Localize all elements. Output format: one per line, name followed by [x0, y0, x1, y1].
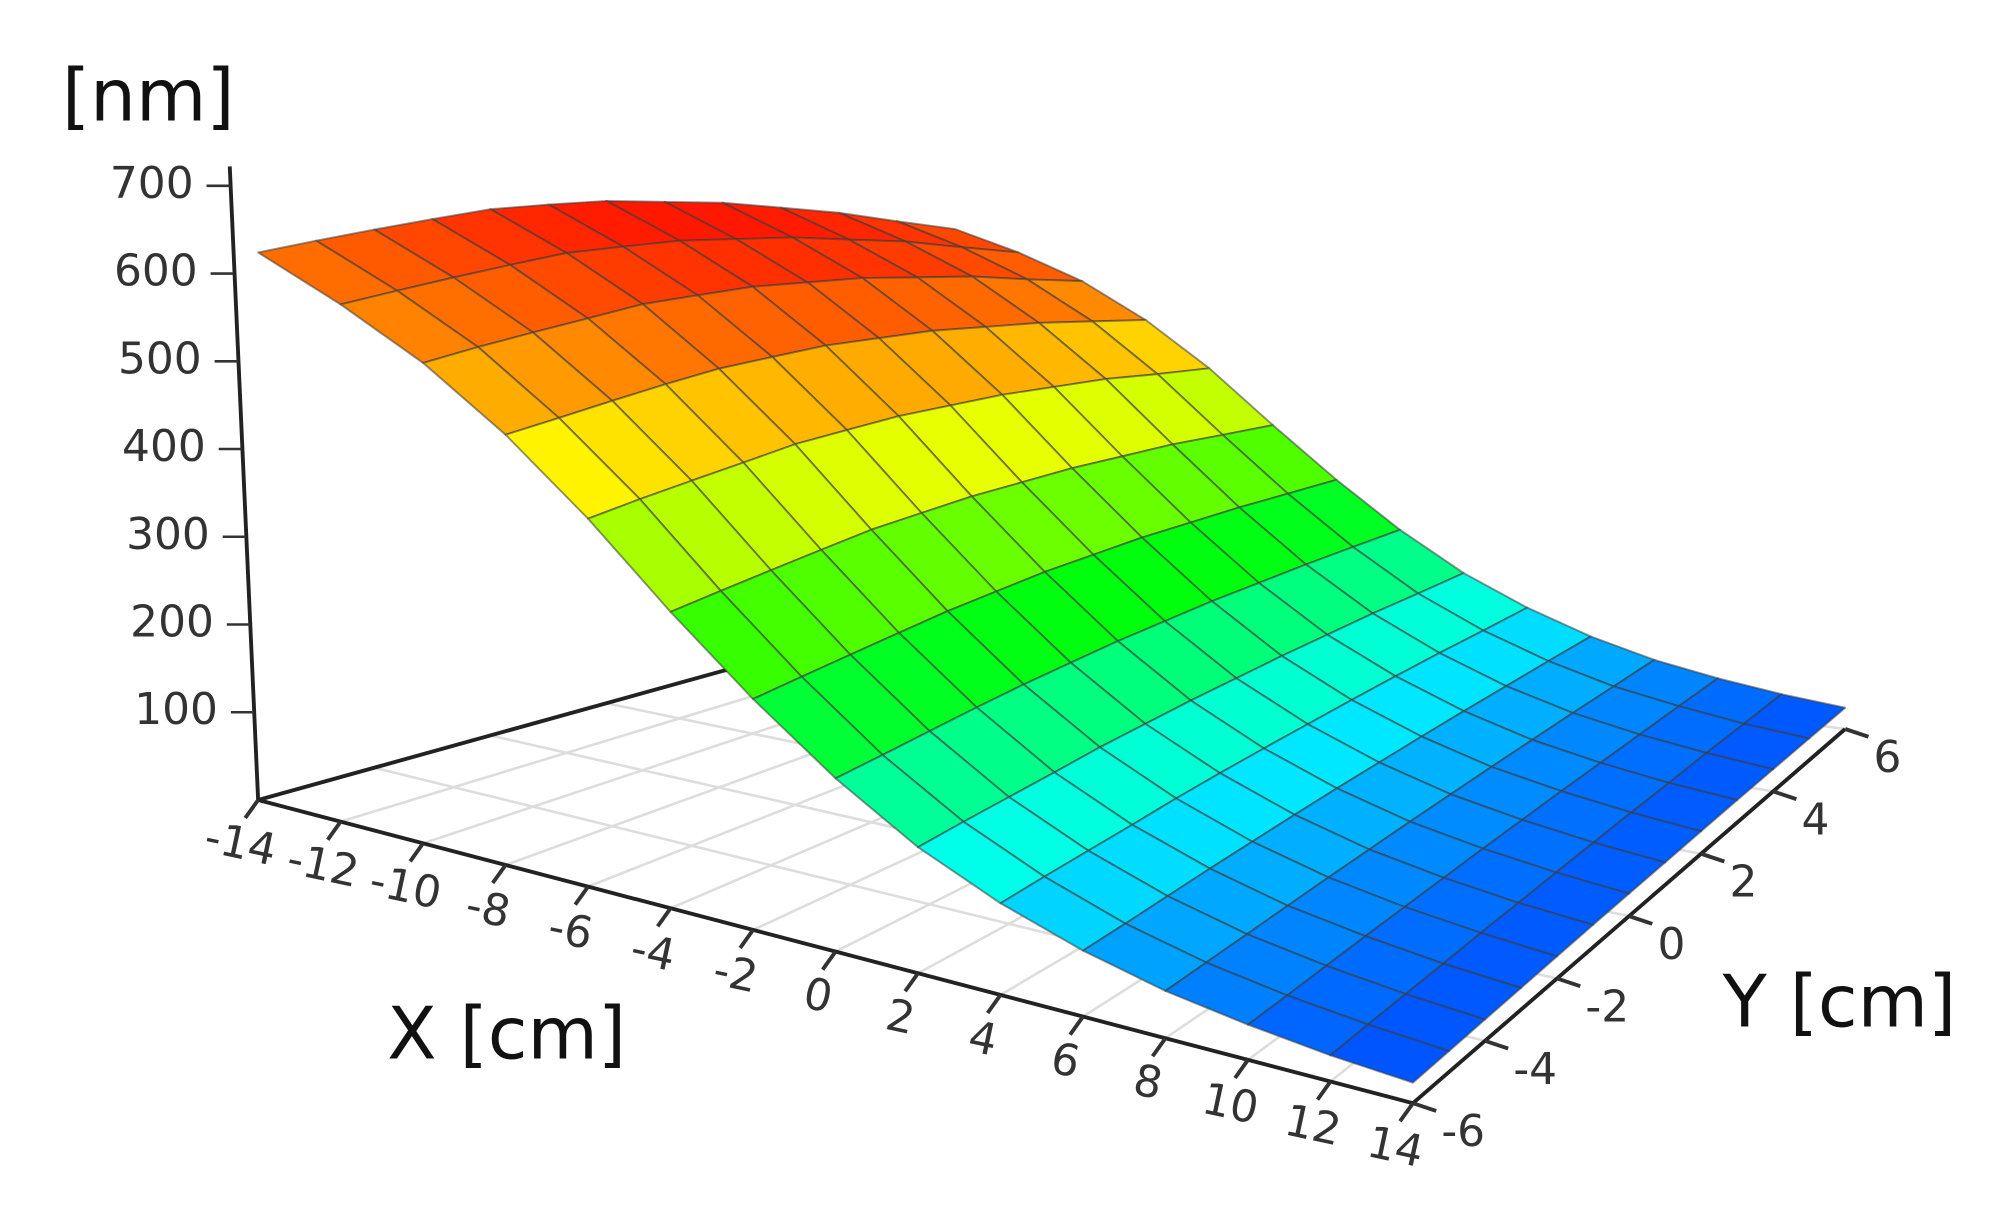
y-tick	[1700, 851, 1725, 864]
x-tick-label: -10	[365, 855, 446, 920]
x-tick	[326, 820, 343, 841]
z-tick-label: 700	[110, 158, 194, 209]
x-tick-label: 12	[1280, 1095, 1345, 1156]
z-tick-label: 300	[126, 509, 210, 560]
x-tick	[1151, 1037, 1168, 1058]
x-tick-label: 0	[799, 968, 837, 1024]
x-tick-label: 10	[1198, 1073, 1263, 1134]
x-tick	[821, 950, 838, 971]
z-tick-label: 200	[130, 596, 214, 647]
x-tick-label: -4	[626, 923, 679, 982]
y-tick-label: -6	[1441, 1106, 1485, 1157]
x-tick	[1315, 1080, 1333, 1101]
y-tick	[1628, 914, 1653, 926]
x-tick	[1068, 1015, 1085, 1036]
y-tick	[1844, 727, 1870, 739]
x-tick-label: 6	[1047, 1033, 1085, 1089]
x-tick-label: 14	[1363, 1116, 1428, 1177]
y-tick-label: 2	[1729, 857, 1757, 908]
y-tick-label: -4	[1513, 1044, 1557, 1095]
y-tick-label: 0	[1657, 919, 1685, 970]
z-tick-label: 600	[114, 246, 198, 297]
z-tick-label: 500	[118, 333, 202, 384]
x-tick	[986, 993, 1003, 1015]
x-tick	[903, 972, 920, 993]
x-tick	[408, 842, 425, 863]
y-tick	[1772, 789, 1797, 801]
x-tick	[491, 863, 508, 885]
z-tick-label: 400	[122, 421, 206, 472]
z-axis	[227, 166, 261, 801]
x-tick-label: -8	[461, 879, 514, 938]
y-tick	[1484, 1038, 1509, 1051]
y-axis-title: Y [cm]	[1722, 960, 1957, 1044]
z-axis-title: [nm]	[62, 55, 235, 139]
y-tick-label: 4	[1802, 794, 1830, 845]
x-tick-label: 8	[1129, 1054, 1167, 1110]
surface-cell	[1329, 1023, 1450, 1084]
x-tick-label: -2	[709, 944, 762, 1003]
x-tick-label: 4	[964, 1011, 1002, 1067]
x-tick	[738, 928, 755, 950]
y-tick	[1412, 1101, 1437, 1113]
y-tick-label: -2	[1585, 981, 1629, 1032]
z-tick-label: 100	[134, 684, 218, 735]
x-tick-label: -14	[200, 812, 281, 877]
x-tick	[1233, 1058, 1250, 1080]
y-tick	[1556, 976, 1581, 989]
x-tick	[1398, 1102, 1415, 1123]
x-tick	[243, 798, 260, 820]
y-tick-label: 6	[1874, 732, 1902, 783]
x-tick-label: 2	[882, 989, 920, 1045]
x-tick-label: -6	[544, 901, 597, 960]
x-tick	[656, 907, 673, 928]
x-tick-label: -12	[283, 833, 364, 898]
x-tick	[573, 885, 590, 906]
x-axis-title: X [cm]	[387, 993, 626, 1077]
